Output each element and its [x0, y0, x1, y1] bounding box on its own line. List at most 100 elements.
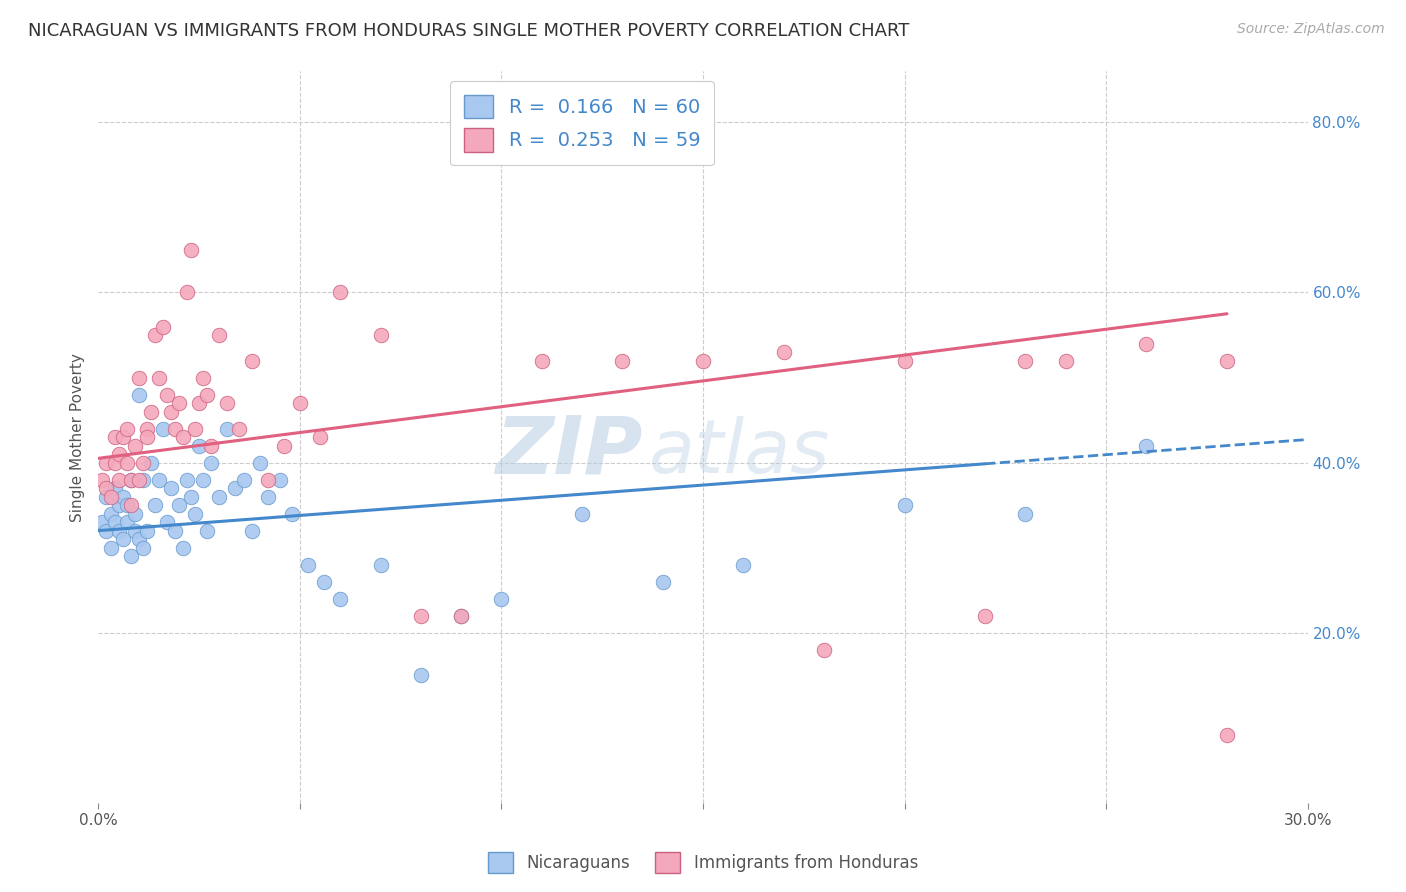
Point — [297, 558, 319, 572]
Point — [128, 473, 150, 487]
Point — [160, 404, 183, 418]
Point — [115, 498, 138, 512]
Point — [96, 481, 118, 495]
Text: ZIP: ZIP — [495, 413, 643, 491]
Point — [651, 574, 673, 589]
Legend: R =  0.166   N = 60, R =  0.253   N = 59: R = 0.166 N = 60, R = 0.253 N = 59 — [450, 81, 714, 166]
Point — [124, 507, 146, 521]
Point — [733, 558, 755, 572]
Point — [115, 456, 138, 470]
Point — [135, 421, 157, 435]
Point — [107, 524, 129, 538]
Point — [107, 447, 129, 461]
Point — [974, 608, 997, 623]
Point — [240, 353, 263, 368]
Point — [273, 439, 295, 453]
Point — [103, 481, 125, 495]
Point — [96, 524, 118, 538]
Point — [200, 439, 222, 453]
Point — [103, 430, 125, 444]
Point — [143, 328, 166, 343]
Point — [100, 490, 122, 504]
Point — [370, 328, 392, 343]
Point — [184, 421, 207, 435]
Point — [184, 507, 207, 521]
Point — [91, 515, 114, 529]
Point — [288, 396, 311, 410]
Point — [180, 490, 202, 504]
Point — [240, 524, 263, 538]
Point — [172, 541, 194, 555]
Point — [893, 353, 915, 368]
Point — [120, 549, 142, 563]
Point — [128, 532, 150, 546]
Point — [103, 456, 125, 470]
Point — [180, 243, 202, 257]
Point — [167, 498, 190, 512]
Point — [281, 507, 304, 521]
Point — [135, 430, 157, 444]
Point — [217, 396, 239, 410]
Point — [195, 524, 218, 538]
Point — [450, 608, 472, 623]
Point — [160, 481, 183, 495]
Point — [128, 387, 150, 401]
Point — [195, 387, 218, 401]
Point — [200, 456, 222, 470]
Point — [571, 507, 593, 521]
Point — [176, 473, 198, 487]
Point — [148, 473, 170, 487]
Point — [409, 608, 432, 623]
Point — [188, 396, 211, 410]
Point — [692, 353, 714, 368]
Point — [450, 608, 472, 623]
Point — [120, 473, 142, 487]
Point — [612, 353, 634, 368]
Point — [256, 473, 278, 487]
Point — [232, 473, 254, 487]
Point — [208, 328, 231, 343]
Point — [224, 481, 246, 495]
Point — [1135, 439, 1157, 453]
Text: NICARAGUAN VS IMMIGRANTS FROM HONDURAS SINGLE MOTHER POVERTY CORRELATION CHART: NICARAGUAN VS IMMIGRANTS FROM HONDURAS S… — [28, 22, 910, 40]
Point — [139, 456, 162, 470]
Point — [217, 421, 239, 435]
Point — [309, 430, 332, 444]
Point — [152, 319, 174, 334]
Point — [193, 370, 215, 384]
Point — [329, 591, 352, 606]
Point — [120, 473, 142, 487]
Text: atlas: atlas — [648, 416, 830, 488]
Point — [115, 515, 138, 529]
Point — [188, 439, 211, 453]
Point — [156, 515, 179, 529]
Y-axis label: Single Mother Poverty: Single Mother Poverty — [69, 352, 84, 522]
Point — [143, 498, 166, 512]
Text: Source: ZipAtlas.com: Source: ZipAtlas.com — [1237, 22, 1385, 37]
Point — [167, 396, 190, 410]
Point — [124, 439, 146, 453]
Point — [409, 668, 432, 682]
Point — [269, 473, 291, 487]
Point — [139, 404, 162, 418]
Point — [172, 430, 194, 444]
Point — [120, 498, 142, 512]
Point — [256, 490, 278, 504]
Point — [107, 473, 129, 487]
Point — [893, 498, 915, 512]
Point — [228, 421, 250, 435]
Point — [152, 421, 174, 435]
Point — [100, 541, 122, 555]
Point — [193, 473, 215, 487]
Point — [103, 515, 125, 529]
Point — [314, 574, 336, 589]
Point — [156, 387, 179, 401]
Point — [96, 490, 118, 504]
Point — [1014, 353, 1036, 368]
Point — [132, 456, 155, 470]
Point — [148, 370, 170, 384]
Point — [208, 490, 231, 504]
Point — [132, 541, 155, 555]
Point — [107, 498, 129, 512]
Point — [124, 524, 146, 538]
